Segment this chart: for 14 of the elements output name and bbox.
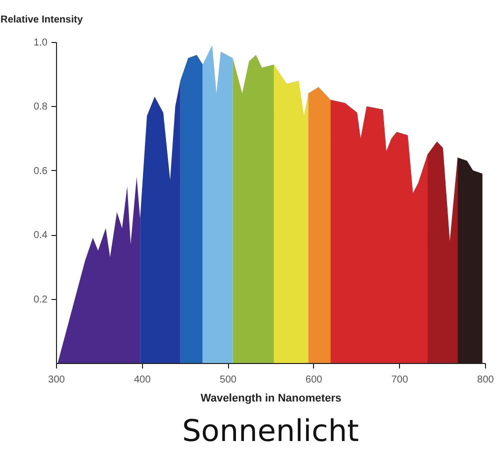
x-tick-label: 700: [391, 374, 408, 386]
x-axis-title: Wavelength in Nanometers: [200, 392, 342, 404]
text: Sonnenlicht: [182, 414, 360, 449]
y-tick-label: 0.8: [34, 102, 48, 113]
x-tick-label: 400: [134, 374, 152, 386]
y-tick-label: 0.2: [34, 294, 48, 306]
x-tick-label: 300: [48, 374, 66, 386]
x-tick-label: 600: [306, 374, 323, 386]
x-tick-label: 500: [220, 374, 237, 386]
x-tick-label: 800: [477, 374, 494, 386]
y-axis-title: Relative Intensity: [0, 14, 84, 26]
y-tick-label: 1.0: [34, 38, 48, 48]
y-tick-label: 0.6: [34, 166, 48, 177]
y-tick-label: 0.4: [34, 230, 48, 242]
